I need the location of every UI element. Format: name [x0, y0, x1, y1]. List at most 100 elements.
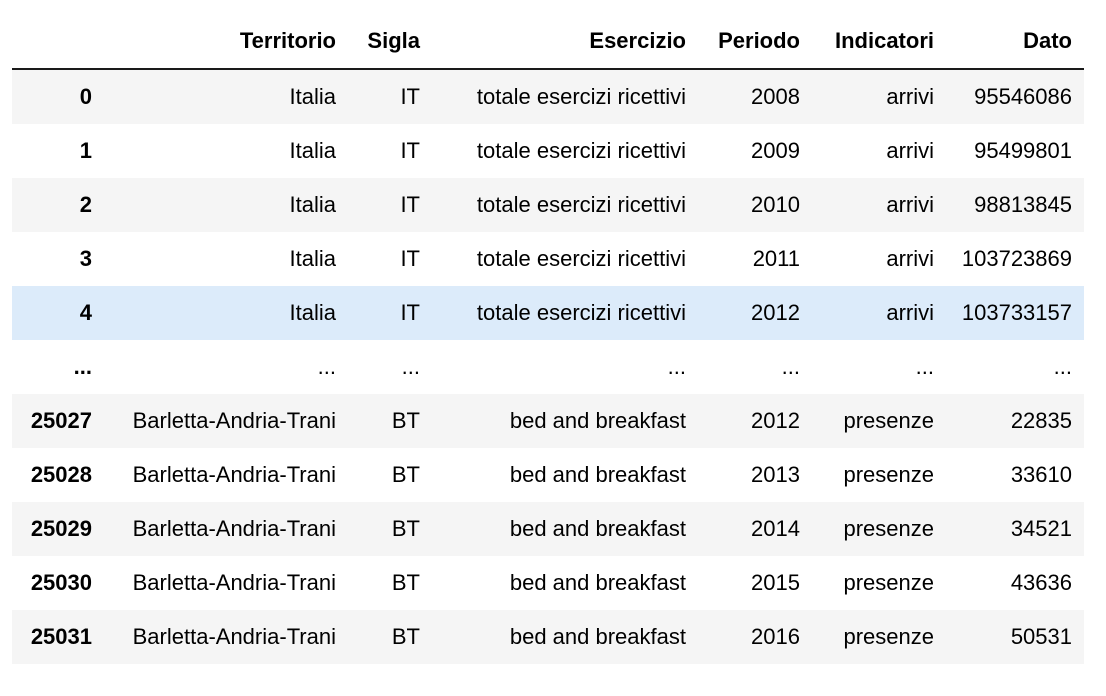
header-row: Territorio Sigla Esercizio Periodo Indic…	[12, 14, 1084, 70]
cell-indicatori: presenze	[843, 570, 934, 595]
table-row: 4 Italia IT totale esercizi ricettivi 2012 ar…	[12, 286, 1084, 340]
row-index: 3	[79, 246, 92, 271]
cell-dato: 34521	[1010, 516, 1072, 541]
cell-periodo: 2015	[751, 570, 800, 595]
cell-periodo: 2010	[751, 192, 800, 217]
cell-indicatori: presenze	[843, 462, 934, 487]
table-row: 25028 Barletta-Andria-Trani BT bed and brea…	[12, 448, 1084, 502]
cell-territorio: ...	[317, 354, 336, 379]
row-index: 25028	[30, 462, 92, 487]
cell-sigla: IT	[400, 138, 420, 163]
table-row: 0 Italia IT totale esercizi ricettivi 2008 ar…	[12, 69, 1084, 124]
row-index: ...	[73, 354, 92, 379]
cell-dato: 103723869	[961, 246, 1072, 271]
cell-sigla: IT	[400, 84, 420, 109]
cell-territorio: Italia	[289, 192, 336, 217]
cell-dato: 43636	[1010, 570, 1072, 595]
table-row: 25029 Barletta-Andria-Trani BT bed and brea…	[12, 502, 1084, 556]
cell-esercizio: totale esercizi ricettivi	[476, 192, 686, 217]
cell-territorio: Italia	[289, 84, 336, 109]
cell-territorio: Barletta-Andria-Trani	[132, 408, 336, 433]
cell-sigla: IT	[400, 246, 420, 271]
cell-indicatori: presenze	[843, 408, 934, 433]
cell-esercizio: totale esercizi ricettivi	[476, 138, 686, 163]
row-index: 25029	[30, 516, 92, 541]
cell-territorio: Italia	[289, 138, 336, 163]
table-row: 1 Italia IT totale esercizi ricettivi 2009 ar…	[12, 124, 1084, 178]
cell-territorio: Barletta-Andria-Trani	[132, 570, 336, 595]
dataframe-output: Territorio Sigla Esercizio Periodo Indic…	[12, 14, 1084, 664]
cell-periodo: 2014	[751, 516, 800, 541]
cell-esercizio: bed and breakfast	[509, 462, 686, 487]
cell-periodo: 2016	[751, 624, 800, 649]
cell-indicatori: presenze	[843, 516, 934, 541]
cell-periodo: 2013	[751, 462, 800, 487]
table-body: 0 Italia IT totale esercizi ricettivi 2008 ar…	[12, 69, 1084, 664]
cell-indicatori: arrivi	[886, 84, 934, 109]
cell-sigla: ...	[401, 354, 420, 379]
cell-indicatori: arrivi	[886, 300, 934, 325]
row-index: 25031	[30, 624, 92, 649]
dataframe-table: Territorio Sigla Esercizio Periodo Indic…	[12, 14, 1084, 664]
table-header: Territorio Sigla Esercizio Periodo Indic…	[12, 14, 1084, 70]
table-row: 25031 Barletta-Andria-Trani BT bed and brea…	[12, 610, 1084, 664]
cell-esercizio: bed and breakfast	[509, 408, 686, 433]
row-index: 1	[79, 138, 92, 163]
header-indicatori: Indicatori	[812, 14, 946, 70]
cell-dato: 98813845	[974, 192, 1072, 217]
cell-indicatori: arrivi	[886, 138, 934, 163]
cell-dato: 22835	[1010, 408, 1072, 433]
cell-periodo: 2012	[751, 300, 800, 325]
cell-periodo: 2008	[751, 84, 800, 109]
cell-dato: 33610	[1010, 462, 1072, 487]
cell-indicatori: arrivi	[886, 246, 934, 271]
row-index: 0	[79, 84, 92, 109]
cell-dato: ...	[1053, 354, 1072, 379]
cell-esercizio: ...	[667, 354, 686, 379]
cell-esercizio: totale esercizi ricettivi	[476, 84, 686, 109]
cell-periodo: ...	[781, 354, 800, 379]
header-territorio: Territorio	[104, 14, 348, 70]
cell-sigla: IT	[400, 192, 420, 217]
cell-territorio: Barletta-Andria-Trani	[132, 516, 336, 541]
cell-territorio: Barletta-Andria-Trani	[132, 624, 336, 649]
header-dato: Dato	[946, 14, 1084, 70]
cell-territorio: Italia	[289, 246, 336, 271]
cell-periodo: 2009	[751, 138, 800, 163]
cell-indicatori: presenze	[843, 624, 934, 649]
header-esercizio: Esercizio	[432, 14, 698, 70]
cell-periodo: 2012	[751, 408, 800, 433]
cell-esercizio: bed and breakfast	[509, 624, 686, 649]
header-sigla: Sigla	[348, 14, 432, 70]
cell-esercizio: totale esercizi ricettivi	[476, 246, 686, 271]
cell-indicatori: ...	[915, 354, 934, 379]
cell-sigla: BT	[391, 408, 420, 433]
table-row: 3 Italia IT totale esercizi ricettivi 2011 ar…	[12, 232, 1084, 286]
cell-esercizio: bed and breakfast	[509, 570, 686, 595]
table-row: 25027 Barletta-Andria-Trani BT bed and brea…	[12, 394, 1084, 448]
cell-periodo: 2011	[752, 246, 800, 271]
header-periodo: Periodo	[698, 14, 812, 70]
cell-dato: 103733157	[961, 300, 1072, 325]
row-index: 2	[79, 192, 92, 217]
cell-sigla: BT	[391, 624, 420, 649]
cell-sigla: IT	[400, 300, 420, 325]
cell-dato: 95546086	[974, 84, 1072, 109]
cell-dato: 95499801	[974, 138, 1072, 163]
table-row: .....................	[12, 340, 1084, 394]
row-index: 25030	[30, 570, 92, 595]
cell-sigla: BT	[391, 570, 420, 595]
row-index: 25027	[30, 408, 92, 433]
cell-territorio: Italia	[289, 300, 336, 325]
cell-dato: 50531	[1010, 624, 1072, 649]
cell-sigla: BT	[391, 516, 420, 541]
cell-esercizio: totale esercizi ricettivi	[476, 300, 686, 325]
cell-indicatori: arrivi	[886, 192, 934, 217]
cell-esercizio: bed and breakfast	[509, 516, 686, 541]
table-row: 25030 Barletta-Andria-Trani BT bed and brea…	[12, 556, 1084, 610]
header-index	[12, 14, 104, 70]
cell-sigla: BT	[391, 462, 420, 487]
row-index: 4	[79, 300, 92, 325]
cell-territorio: Barletta-Andria-Trani	[132, 462, 336, 487]
table-row: 2 Italia IT totale esercizi ricettivi 2010 ar…	[12, 178, 1084, 232]
